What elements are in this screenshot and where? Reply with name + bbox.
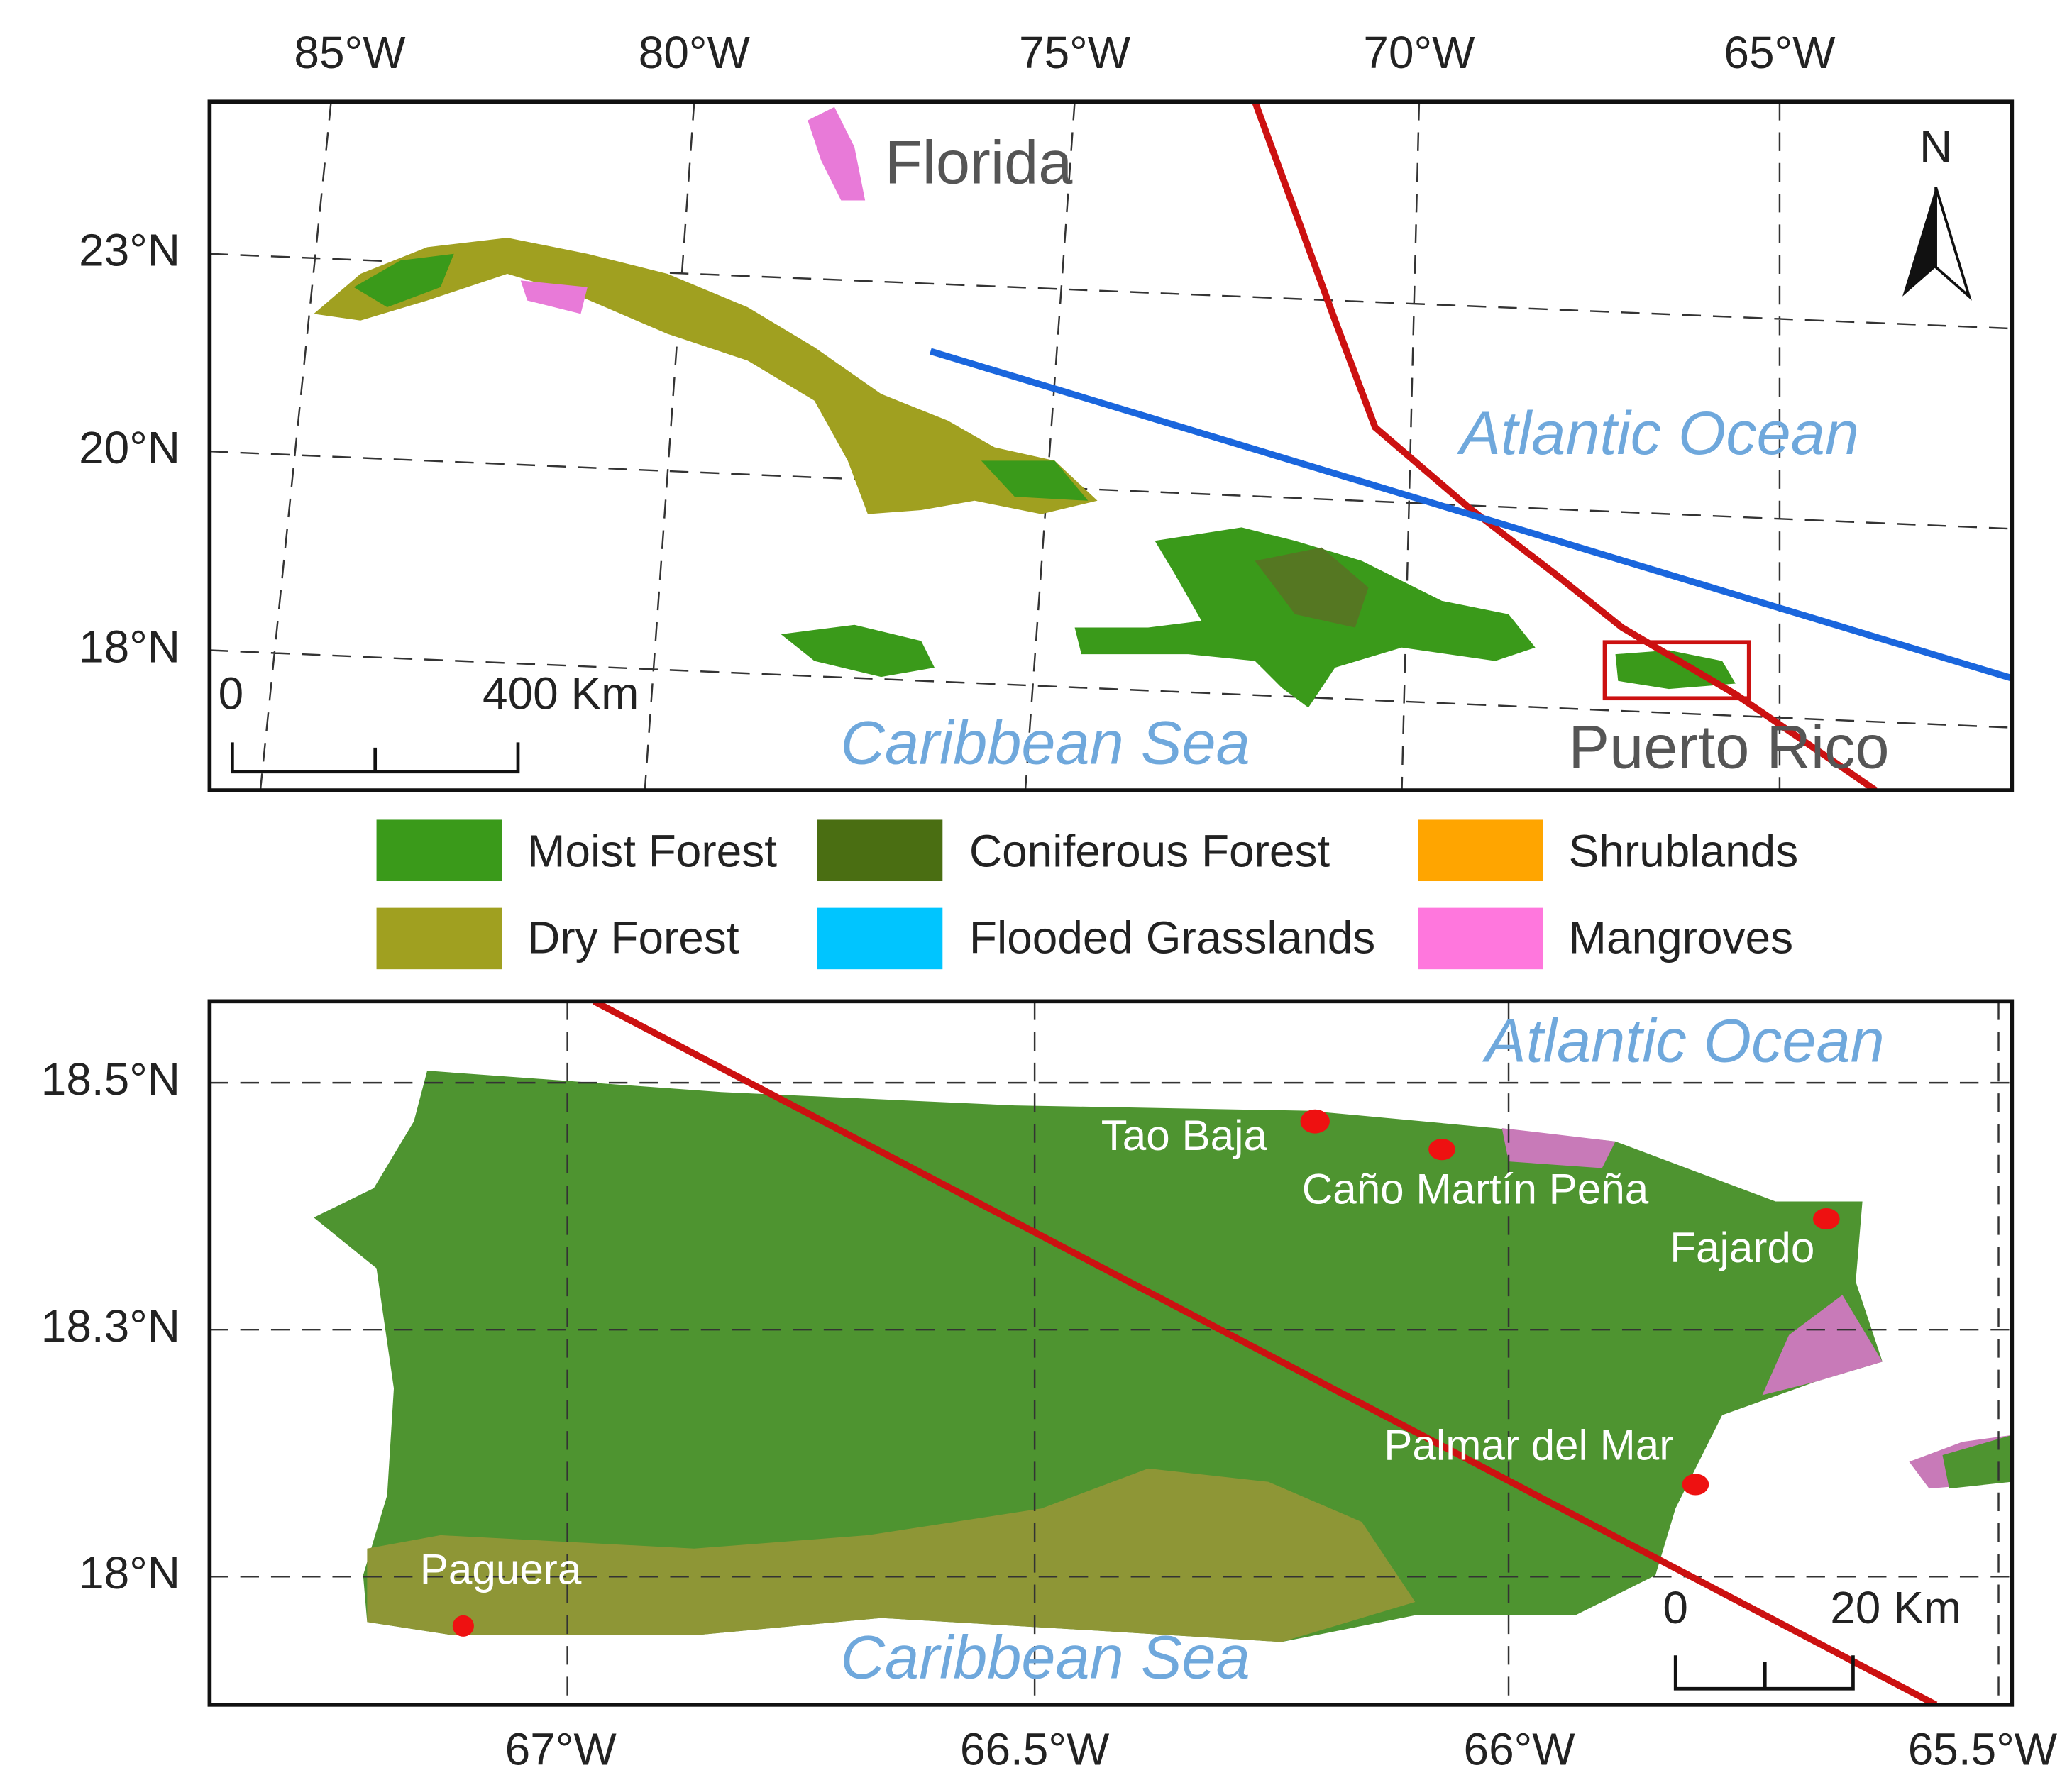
lat-label: 18.5°N	[41, 1054, 180, 1105]
legend-swatch	[1418, 819, 1543, 882]
blue-line	[930, 348, 2012, 682]
north-label: N	[1919, 121, 1952, 172]
site-label: Fajardo	[1670, 1224, 1814, 1271]
grid	[209, 101, 2012, 791]
scale-label: 400 Km	[483, 668, 639, 719]
hispaniola-conifer	[1255, 547, 1369, 628]
site	[1300, 1109, 1330, 1134]
lon-label: 85°W	[294, 27, 406, 78]
vieques	[1942, 1435, 2012, 1489]
ocean-label: Atlantic Ocean	[1482, 1007, 1885, 1075]
lon-label: 66.5°W	[960, 1723, 1110, 1774]
lon-label: 70°W	[1363, 27, 1475, 78]
site-label: Paguera	[420, 1546, 582, 1593]
north-arrow	[1902, 187, 1936, 297]
lon-label: 66°W	[1464, 1723, 1576, 1774]
site	[1682, 1474, 1709, 1496]
puerto-rico-land	[314, 1071, 1883, 1642]
top-map-content	[209, 101, 2012, 791]
scale-bar	[231, 742, 520, 774]
site-label: Tao Baja	[1101, 1112, 1268, 1159]
north-arrow	[1934, 187, 1972, 301]
legend-label: Moist Forest	[527, 825, 777, 876]
scale-label: 0	[1663, 1582, 1688, 1633]
legend-swatch	[1418, 907, 1543, 970]
grid	[209, 1001, 2012, 1705]
lon-label: 80°W	[639, 27, 751, 78]
dry-forest-area	[367, 1468, 1416, 1642]
site	[1813, 1208, 1840, 1230]
place-label: Puerto Rico	[1568, 713, 1889, 781]
sea-label: Caribbean Sea	[841, 709, 1250, 778]
sea-label: Caribbean Sea	[841, 1624, 1250, 1692]
lat-label: 18.3°N	[41, 1300, 180, 1352]
lon-label: 75°W	[1019, 27, 1131, 78]
cuba-moist	[353, 253, 454, 307]
florida-land	[808, 106, 866, 201]
scale-label: 0	[219, 668, 244, 719]
legend-label: Dry Forest	[527, 912, 739, 963]
legend-swatch	[376, 819, 502, 882]
legend-swatch	[376, 907, 502, 970]
scale-label: 20 Km	[1830, 1582, 1961, 1633]
lon-label: 65°W	[1724, 27, 1836, 78]
place-label: Florida	[885, 128, 1073, 197]
lat-label: 20°N	[79, 422, 180, 473]
site	[1428, 1139, 1455, 1161]
lat-label: 18°N	[79, 621, 180, 672]
inset-box	[1602, 640, 1751, 701]
red-line	[593, 1001, 1938, 1705]
cuba-east	[981, 460, 1089, 501]
bottom-map-content	[209, 1001, 2012, 1705]
site	[452, 1615, 474, 1637]
legend-label: Flooded Grasslands	[969, 912, 1375, 963]
legend-label: Shrublands	[1569, 825, 1799, 876]
lat-label: 18°N	[79, 1547, 180, 1598]
cuba-land	[314, 238, 1098, 514]
lon-label: 65.5°W	[1908, 1723, 2058, 1774]
bottom-frame	[207, 999, 2015, 1707]
lon-label: 67°W	[505, 1723, 617, 1774]
jamaica	[781, 624, 935, 678]
site-markers	[452, 1109, 1840, 1637]
hispaniola	[1074, 527, 1536, 708]
top-frame	[207, 99, 2015, 792]
ocean-label: Atlantic Ocean	[1456, 399, 1859, 468]
lat-label: 23°N	[79, 225, 180, 276]
legend-swatch	[817, 907, 943, 970]
red-line	[1252, 101, 1878, 791]
cuba-mangrove	[520, 280, 588, 314]
legend-label: Mangroves	[1569, 912, 1793, 963]
legend-swatch	[817, 819, 943, 882]
site-label: Caño Martín Peña	[1302, 1165, 1649, 1212]
legend-label: Coniferous Forest	[969, 825, 1330, 876]
site-label: Palmar del Mar	[1384, 1422, 1673, 1469]
scale-bar	[1673, 1655, 1855, 1691]
